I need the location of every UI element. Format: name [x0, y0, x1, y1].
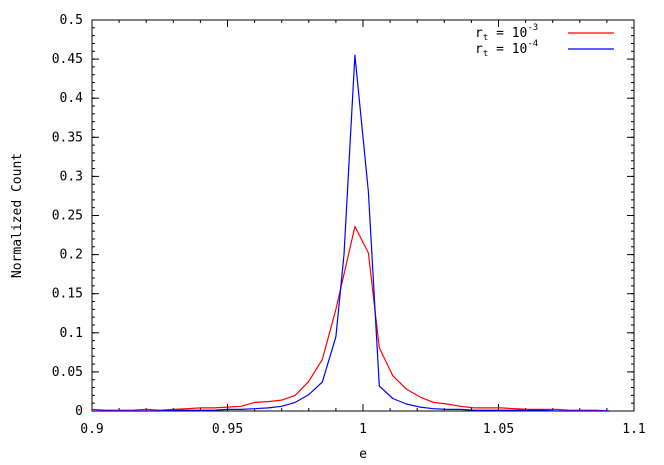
plot-frame	[91, 19, 635, 412]
y-tick-label: 0.15	[52, 287, 83, 302]
legend-label-2: rt = 10-4	[475, 39, 538, 59]
axis-ticks: 0 0.05 0.1 0.15 0.2 0.25 0.3 0.35 0.4 0.45 0.5 0.9 0…	[52, 13, 646, 437]
y-tick-label: 0.35	[52, 130, 83, 145]
series-line-2	[92, 54, 610, 412]
y-axis-label: Normalized Count	[10, 153, 25, 278]
x-axis-label: e	[359, 447, 367, 462]
x-tick-label: 1	[359, 422, 367, 437]
x-tick-label: 0.95	[212, 422, 243, 437]
x-tick-label: 1.05	[483, 422, 514, 437]
y-tick-label: 0	[75, 404, 83, 419]
legend-label-1: rt = 10-3	[475, 23, 538, 43]
y-tick-label: 0.25	[52, 209, 83, 224]
x-tick-label: 1.1	[622, 422, 645, 437]
y-tick-label: 0.1	[60, 326, 83, 341]
y-tick-label: 0.4	[60, 91, 84, 106]
x-tick-label: 0.9	[80, 422, 103, 437]
y-tick-label: 0.45	[52, 52, 83, 67]
y-tick-label: 0.05	[52, 365, 83, 380]
y-tick-label: 0.2	[60, 248, 83, 263]
series-line-1	[91, 225, 610, 412]
legend: rt = 10-3rt = 10-4	[475, 23, 614, 59]
y-tick-label: 0.5	[60, 13, 83, 28]
series-lines	[91, 54, 610, 412]
y-tick-label: 0.3	[60, 169, 83, 184]
